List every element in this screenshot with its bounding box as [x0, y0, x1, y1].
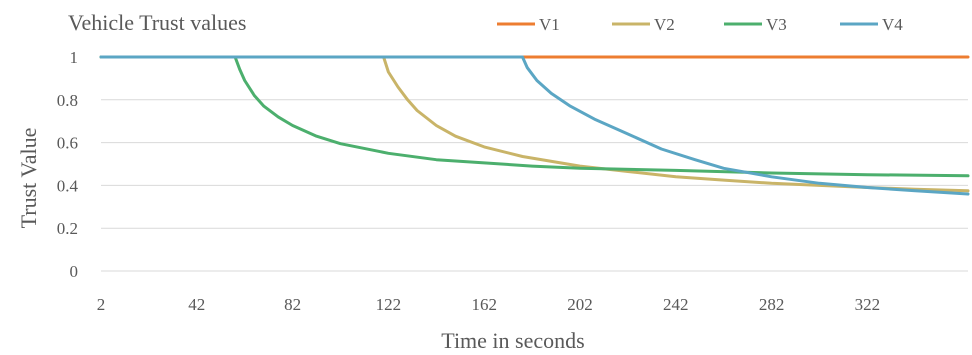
x-tick-label: 322 [855, 295, 881, 314]
x-axis-title: Time in seconds [441, 328, 584, 353]
y-tick-label: 0.2 [57, 219, 78, 238]
y-tick-label: 0.6 [57, 134, 78, 153]
y-tick-label: 1 [70, 48, 79, 67]
legend: V1 V2 V3 V4 [497, 15, 903, 34]
gridlines [101, 56, 968, 272]
y-tick-label: 0.8 [57, 91, 78, 110]
series-line-v4 [99, 55, 970, 196]
chart-title: Vehicle Trust values [68, 10, 246, 35]
legend-label: V2 [654, 15, 675, 34]
x-tick-label: 282 [759, 295, 785, 314]
y-tick-label: 0.4 [57, 176, 79, 195]
y-axis-title: Trust Value [16, 128, 41, 229]
legend-item-v2: V2 [612, 15, 675, 34]
x-axis-ticks: 2 42 82 122 162 202 242 282 322 [97, 295, 880, 314]
legend-item-v3: V3 [724, 15, 787, 34]
x-tick-label: 82 [284, 295, 301, 314]
x-tick-label: 42 [188, 295, 205, 314]
legend-item-v4: V4 [840, 15, 903, 34]
legend-item-v1: V1 [497, 15, 560, 34]
legend-label: V4 [882, 15, 903, 34]
x-tick-label: 202 [567, 295, 593, 314]
legend-label: V3 [766, 15, 787, 34]
series-line-v2 [99, 55, 970, 193]
series-line-v3 [99, 55, 970, 178]
series-lines [99, 55, 970, 196]
x-tick-label: 2 [97, 295, 106, 314]
legend-label: V1 [539, 15, 560, 34]
y-tick-label: 0 [70, 262, 79, 281]
x-tick-label: 242 [663, 295, 689, 314]
x-tick-label: 122 [376, 295, 402, 314]
x-tick-label: 162 [471, 295, 497, 314]
y-axis-ticks: 0 0.2 0.4 0.6 0.8 1 [57, 48, 79, 281]
